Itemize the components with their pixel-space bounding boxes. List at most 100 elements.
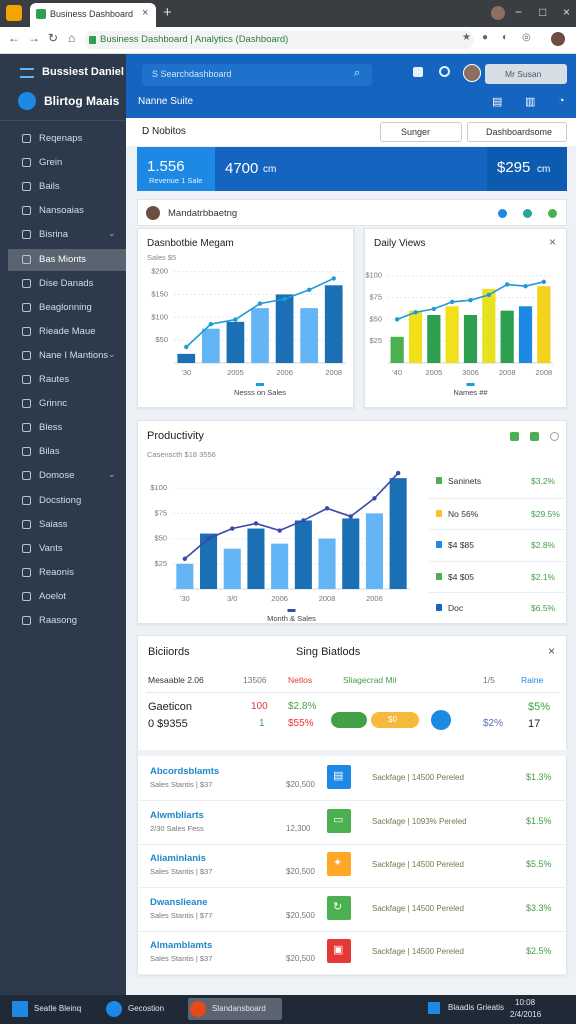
chart-title: Dasnbotbie Megam [147, 238, 234, 249]
header-icon[interactable] [439, 66, 450, 77]
item-icon [22, 230, 31, 240]
taskbar-item[interactable]: Gecostion [104, 998, 184, 1020]
user-menu[interactable]: Mr Susan [485, 64, 567, 84]
sidebar-item[interactable]: Saiass [8, 514, 126, 536]
x-tick-label: '30 [180, 594, 190, 603]
row-amount: $20,500 [286, 954, 315, 963]
sidebar-item[interactable]: Reqenaps [8, 128, 126, 150]
trend-point [394, 317, 400, 322]
row-detail: Sackfage | 14500 Pereled [372, 773, 464, 782]
dashboard-button[interactable]: Dashboardsome [467, 122, 567, 142]
table-row[interactable]: Aliaminlanis Sales Stantis | $37 $20,500 ✦ S… [138, 845, 568, 888]
sidebar-item[interactable]: Rieade Maue [8, 321, 126, 343]
stat-label: No 56% [448, 508, 479, 519]
new-tab[interactable]: + [163, 4, 172, 21]
sidebar-item[interactable]: Raasong [8, 610, 126, 632]
item-icon [22, 134, 31, 143]
panel-action[interactable] [548, 209, 557, 218]
sidebar-item[interactable]: Bless [8, 417, 126, 439]
column-header: 1/5 [483, 675, 495, 685]
toolbar-icon[interactable]: ◎ [522, 32, 531, 43]
sidebar-item[interactable]: Bilas [8, 441, 126, 463]
sidebar-item[interactable]: Aoelot [8, 586, 126, 608]
taskbar-item[interactable]: Seatle Bleinq [10, 998, 90, 1020]
status-pill: $0 [371, 712, 419, 728]
sidebar-item[interactable]: Beaglonning [8, 297, 126, 319]
x-tick-label: 2006 [366, 594, 383, 603]
window-control[interactable]: □ [539, 5, 547, 19]
window-control[interactable]: − [515, 5, 523, 19]
nav-button[interactable]: ↻ [48, 31, 59, 45]
item-icon [22, 375, 31, 384]
taskbar-item[interactable]: Slandansboard [188, 998, 282, 1020]
browser-tab[interactable]: Business Dashboard × [30, 3, 156, 27]
toolbar-icon[interactable]: ◐ [502, 32, 509, 43]
item-label: Reaonis [39, 566, 74, 578]
toolbar-icon[interactable]: ★ [462, 32, 471, 43]
sidebar-item[interactable]: Reaonis [8, 562, 126, 584]
summary-cell: 100 [251, 701, 268, 712]
y-tick-label: $50 [369, 314, 382, 323]
panel-title: Mandatrbbaetng [168, 208, 238, 219]
panel-action[interactable] [523, 209, 532, 218]
sidebar-item[interactable]: Bails [8, 176, 126, 198]
sidebar-item[interactable]: Nane I Mantions ⌄ [8, 345, 126, 367]
header-icon[interactable] [413, 67, 423, 77]
trend-point [257, 301, 263, 306]
sidebar-item[interactable]: Vants [8, 538, 126, 560]
stat-swatch [436, 509, 442, 517]
close-button[interactable]: × [548, 644, 556, 658]
user-avatar[interactable] [463, 64, 481, 82]
bar [200, 533, 218, 589]
window-control[interactable]: × [563, 5, 571, 19]
item-icon [22, 519, 31, 529]
sidebar-item[interactable]: Bisrina ⌄ [8, 224, 126, 246]
period-select[interactable]: Sunger [380, 122, 462, 142]
summary-divider [138, 750, 568, 756]
taskbar: Seatle Bleinq Gecostion Slandansboard Blaad… [0, 995, 576, 1024]
row-subtitle: Sales Stantis | $37 [150, 954, 213, 963]
search-field[interactable]: S Searchdashboard ⌕ [142, 64, 372, 86]
sidebar-item[interactable]: Docstiong [8, 490, 126, 512]
table-row[interactable]: Alwmbliarts 2/30 Sales Fess 12,300 ▭ Sackfag… [138, 802, 568, 845]
bar [342, 518, 360, 589]
profile-avatar[interactable] [491, 6, 505, 20]
y-tick-label: $150 [151, 289, 168, 298]
item-label: Bails [39, 181, 60, 193]
sidebar-item[interactable]: Dise Danads [8, 273, 126, 295]
header-action[interactable]: ▤ [492, 96, 503, 108]
header-action[interactable]: ▥ [525, 96, 536, 108]
sidebar-item[interactable]: Rautes [8, 369, 126, 391]
card-action[interactable] [550, 432, 559, 441]
summary-cell: 1 [259, 718, 265, 729]
card-action[interactable] [510, 432, 519, 441]
url-field[interactable]: Business Dashboard | Analytics (Dashboar… [84, 31, 474, 49]
nav-button[interactable]: ← [8, 31, 20, 45]
bar [176, 563, 194, 589]
sidebar-item[interactable]: Bas Mionts [8, 248, 126, 271]
item-label: Dise Danads [39, 277, 94, 289]
table-row[interactable]: Abcordsblamts Sales Stantis | $37 $20,500 ▤… [138, 758, 568, 801]
toolbar-icon[interactable]: ● [482, 32, 489, 43]
row-icon: ↻ [327, 895, 351, 920]
sidebar-item[interactable]: Grinnc [8, 393, 126, 415]
panel-action[interactable] [498, 209, 507, 218]
nav-button[interactable]: ⌂ [68, 31, 76, 45]
sidebar: Bussiest Daniel Blirtog Maais Reqenaps Grei… [0, 54, 126, 995]
item-icon [22, 447, 31, 457]
table-row[interactable]: Dwanslieane Sales Stantis | $77 $20,500 ↻ Sa… [138, 889, 568, 932]
close-button[interactable]: × [549, 235, 557, 249]
tab-close[interactable]: × [142, 7, 149, 19]
sidebar-item[interactable]: Grein [8, 152, 126, 174]
header-action[interactable]: ◔ [558, 95, 565, 107]
card-action[interactable] [530, 432, 539, 441]
x-tick-label: 2005 [227, 368, 244, 377]
nav-button[interactable]: → [28, 31, 40, 45]
bar [247, 528, 265, 589]
account-avatar[interactable] [551, 32, 565, 46]
table-row[interactable]: Almamblamts Sales Stantis | $37 $20,500 ▣ Sa… [138, 932, 568, 975]
sidebar-item[interactable]: Nansoaias [8, 200, 126, 222]
x-tick-label: 2005 [425, 368, 442, 377]
sidebar-item[interactable]: Domose ⌄ [8, 465, 126, 487]
summary-cell: $5% [528, 701, 551, 713]
